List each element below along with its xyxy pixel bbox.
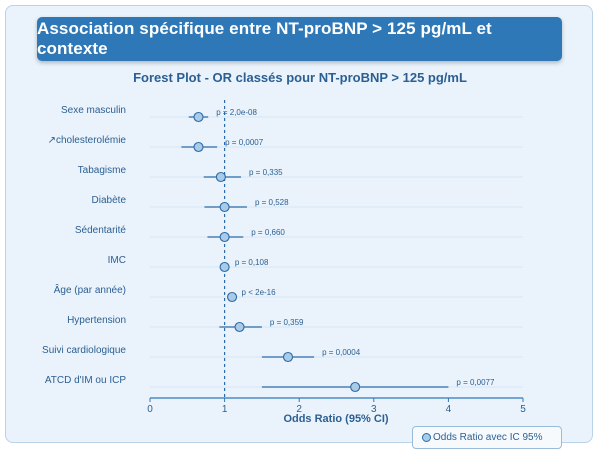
forest-row: Hypertension p = 0,359 [67, 315, 304, 333]
or-point [219, 261, 230, 273]
x-tick-label: 2 [296, 404, 302, 415]
forest-row: Sexe masculin p = 2,0e-08 [61, 105, 257, 123]
p-value-label: p = 0,359 [270, 318, 304, 327]
banner-title: Association spécifique entre NT-proBNP >… [37, 17, 562, 61]
p-value-label: p = 0,528 [255, 198, 289, 207]
row-label: ↗cholesterolémie [48, 135, 127, 146]
p-value-label: p < 2e-16 [242, 288, 277, 297]
p-value-label: p = 0,0007 [225, 138, 264, 147]
chart-card [5, 5, 593, 443]
x-tick-label: 5 [520, 404, 526, 415]
x-axis-label: Odds Ratio (95% CI) [283, 413, 388, 425]
p-value-label: p = 0,660 [251, 228, 285, 237]
p-value-label: p = 0,108 [235, 258, 269, 267]
row-label: Sédentarité [75, 225, 127, 236]
forest-row: ATCD d'IM ou ICP p = 0,0077 [45, 375, 495, 393]
p-value-label: p = 0,0004 [322, 348, 361, 357]
row-label: IMC [108, 255, 126, 266]
legend-marker-icon [422, 433, 431, 442]
row-label: Diabète [92, 195, 127, 206]
forest-row: Diabète p = 0,528 [92, 195, 289, 213]
row-label: ATCD d'IM ou ICP [45, 375, 127, 386]
chart-title: Forest Plot - OR classés pour NT-proBNP … [133, 70, 467, 85]
p-value-label: p = 2,0e-08 [216, 108, 257, 117]
or-point [193, 141, 204, 153]
x-axis: 0 1 2 3 4 5 [147, 397, 526, 415]
legend: Odds Ratio avec IC 95% [412, 426, 562, 449]
row-label: Âge (par année) [54, 283, 126, 296]
or-point [193, 111, 204, 123]
x-tick-label: 4 [446, 404, 452, 415]
row-label: Sexe masculin [61, 105, 126, 116]
p-value-label: p = 0,335 [249, 168, 283, 177]
row-label: Hypertension [67, 315, 126, 326]
or-point [227, 291, 238, 303]
x-tick-label: 0 [147, 404, 153, 415]
forest-row: Âge (par année) p < 2e-16 [54, 283, 277, 303]
or-point [215, 171, 226, 183]
grid-lines [150, 116, 523, 388]
or-point [219, 201, 230, 213]
p-value-label: p = 0,0077 [456, 378, 495, 387]
or-point [282, 351, 294, 363]
legend-label: Odds Ratio avec IC 95% [433, 432, 543, 443]
or-point [219, 231, 230, 243]
or-point [234, 321, 245, 333]
forest-row: Sédentarité p = 0,660 [75, 225, 285, 243]
x-tick-label: 1 [222, 404, 228, 415]
row-label: Tabagisme [78, 165, 127, 176]
x-tick-label: 3 [371, 404, 377, 415]
forest-row: Suivi cardiologique p = 0,0004 [42, 345, 361, 363]
forest-rows: Sexe masculin p = 2,0e-08 ↗cholesterolémie… [42, 105, 495, 393]
forest-row: IMC p = 0,108 [108, 255, 269, 273]
forest-row: Tabagisme p = 0,335 [78, 165, 283, 183]
or-point [350, 381, 361, 393]
forest-row: ↗cholesterolémie p = 0,0007 [48, 135, 264, 153]
row-label: Suivi cardiologique [42, 345, 126, 356]
